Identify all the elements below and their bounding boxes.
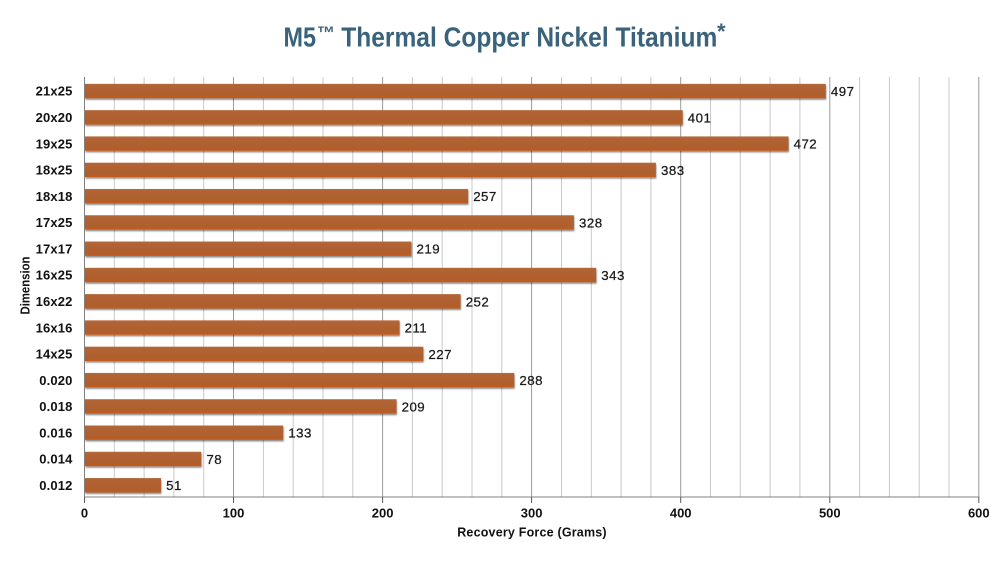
svg-text:20x20: 20x20 [36,110,73,125]
svg-text:17x25: 17x25 [36,215,73,230]
svg-text:343: 343 [601,268,625,283]
svg-text:0.012: 0.012 [39,478,72,493]
svg-text:300: 300 [521,506,543,521]
svg-text:328: 328 [579,215,603,230]
svg-text:51: 51 [166,478,182,493]
svg-text:0.020: 0.020 [39,373,72,388]
svg-text:19x25: 19x25 [36,136,73,151]
svg-text:133: 133 [288,426,312,441]
svg-text:18x18: 18x18 [36,189,73,204]
svg-text:209: 209 [402,399,426,414]
svg-text:497: 497 [831,84,855,99]
svg-text:™: ™ [317,23,335,43]
svg-text:472: 472 [794,137,818,152]
svg-text:78: 78 [206,452,222,467]
svg-text:219: 219 [417,242,441,257]
svg-text:257: 257 [473,189,497,204]
svg-text:16x25: 16x25 [36,268,73,283]
svg-text:400: 400 [670,506,692,521]
svg-text:211: 211 [405,321,428,336]
svg-text:500: 500 [819,506,841,521]
svg-text:*: * [717,19,726,44]
svg-text:16x22: 16x22 [36,294,73,309]
svg-text:600: 600 [968,506,990,521]
svg-text:18x25: 18x25 [36,163,73,178]
svg-text:M5: M5 [284,22,317,53]
svg-text:Thermal Copper Nickel Titanium: Thermal Copper Nickel Titanium [341,22,717,53]
svg-text:227: 227 [428,347,452,362]
svg-text:200: 200 [372,506,394,521]
svg-text:0: 0 [81,506,88,521]
svg-text:Recovery Force (Grams): Recovery Force (Grams) [457,526,607,540]
svg-text:288: 288 [519,373,543,388]
svg-text:383: 383 [661,163,685,178]
svg-text:100: 100 [223,506,245,521]
svg-text:21x25: 21x25 [36,84,73,99]
svg-text:16x16: 16x16 [36,320,73,335]
svg-text:Dimension: Dimension [19,257,33,315]
svg-text:0.014: 0.014 [39,452,73,467]
svg-text:401: 401 [688,110,712,125]
svg-text:17x17: 17x17 [36,241,73,256]
svg-text:252: 252 [466,294,490,309]
svg-text:0.016: 0.016 [39,425,72,440]
svg-text:0.018: 0.018 [39,399,72,414]
svg-text:14x25: 14x25 [36,347,73,362]
